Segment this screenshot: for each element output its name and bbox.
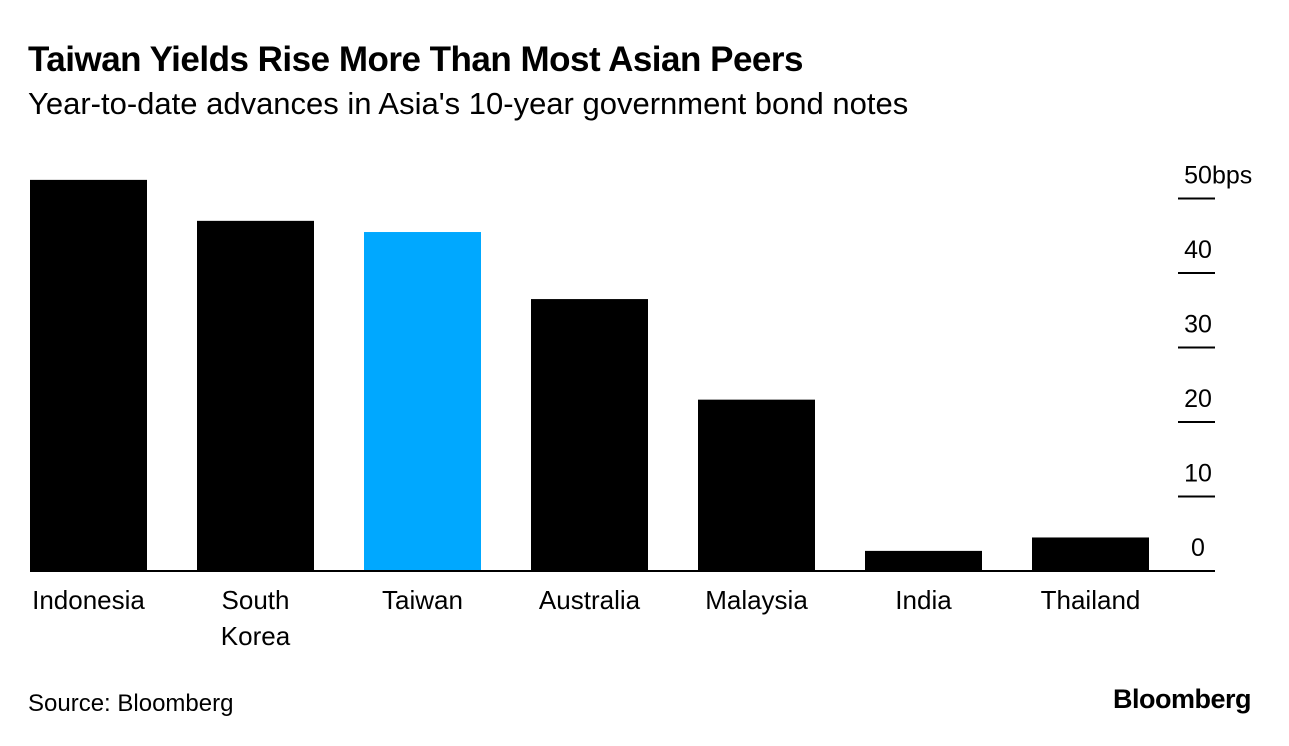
x-label-malaysia: Malaysia xyxy=(705,585,808,615)
bar-australia xyxy=(531,299,648,571)
bar-malaysia xyxy=(698,399,815,571)
bloomberg-logo: Bloomberg xyxy=(1112,684,1252,714)
chart-title: Taiwan Yields Rise More Than Most Asian … xyxy=(28,40,803,79)
bar-thailand xyxy=(1032,537,1149,571)
x-label-australia: Australia xyxy=(539,585,641,615)
y-unit-label: bps xyxy=(1212,162,1252,190)
bar-taiwan xyxy=(364,232,481,571)
y-tick-label-50: 50 xyxy=(1184,162,1212,190)
source-note: Source: Bloomberg xyxy=(28,690,234,717)
y-tick-label-20: 20 xyxy=(1184,385,1212,413)
y-tick-label-30: 30 xyxy=(1184,311,1212,339)
y-tick-label-10: 10 xyxy=(1184,460,1212,488)
x-label-south-korea: South Korea xyxy=(221,585,291,651)
x-axis-labels: Indonesia South Korea Taiwan Australia Malays… xyxy=(32,585,1140,651)
bar-chart: 0 10 20 30 40 50 bps Indonesia South Korea Taiwan… xyxy=(30,162,1252,651)
y-tick-label-0: 0 xyxy=(1191,534,1205,562)
bar-india xyxy=(865,550,982,571)
bar-indonesia xyxy=(30,179,147,571)
x-label-taiwan: Taiwan xyxy=(382,585,463,615)
x-label-thailand: Thailand xyxy=(1041,585,1141,615)
y-axis: 0 10 20 30 40 50 bps xyxy=(1178,162,1252,562)
bar-south-korea xyxy=(197,220,314,571)
chart-subtitle: Year-to-date advances in Asia's 10-year … xyxy=(28,86,909,121)
x-label-indonesia: Indonesia xyxy=(32,585,145,615)
y-tick-label-40: 40 xyxy=(1184,236,1212,264)
bars-group xyxy=(30,179,1149,571)
x-label-india: India xyxy=(895,585,952,615)
